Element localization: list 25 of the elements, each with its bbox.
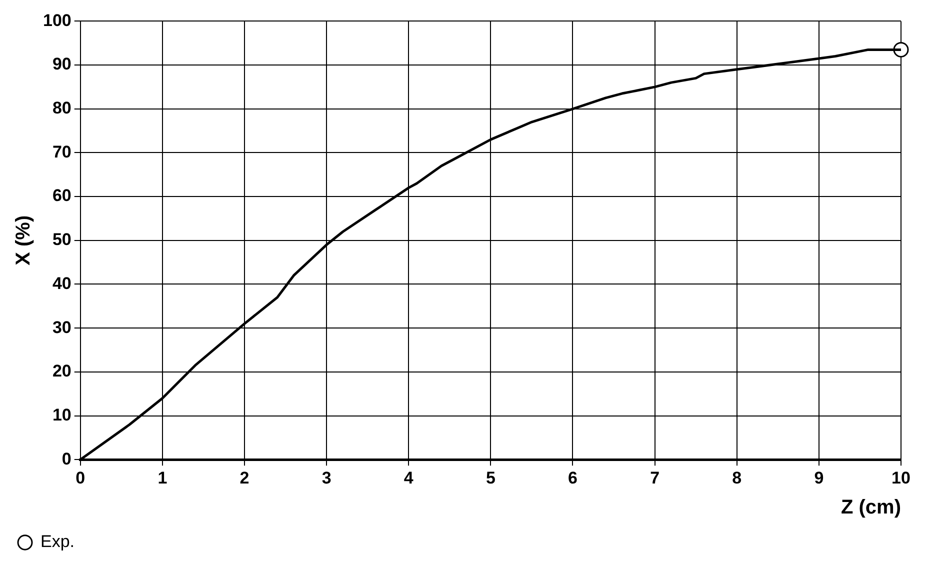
x-tick-label: 5 [486, 468, 496, 488]
y-tick-label: 60 [52, 186, 72, 206]
y-tick-label: 70 [52, 142, 72, 162]
x-tick-label: 7 [650, 468, 660, 488]
x-tick-label: 8 [732, 468, 742, 488]
x-axis-title: Z (cm) [841, 496, 901, 519]
y-tick-label: 30 [52, 318, 72, 337]
y-tick-label: 80 [52, 98, 72, 118]
y-tick-label: 100 [42, 10, 72, 30]
y-tick-label: 50 [52, 230, 72, 250]
x-tick-label: 0 [76, 468, 86, 488]
x-tick-label: 6 [568, 468, 578, 488]
legend-label: Exp. [40, 532, 75, 552]
y-tick-label: 10 [52, 405, 72, 424]
x-tick-label: 9 [814, 468, 824, 488]
x-tick-label: 2 [240, 468, 250, 488]
y-tick-label: 0 [62, 449, 72, 468]
y-tick-label: 20 [52, 362, 72, 381]
y-tick-label: 40 [52, 274, 72, 293]
x-tick-label: 3 [322, 468, 332, 488]
x-tick-label: 1 [158, 468, 168, 488]
x-tick-label: 10 [892, 468, 910, 488]
y-tick-label: 90 [52, 54, 72, 74]
x-tick-label: 4 [404, 468, 414, 488]
y-axis-title: X (%) [12, 215, 35, 266]
